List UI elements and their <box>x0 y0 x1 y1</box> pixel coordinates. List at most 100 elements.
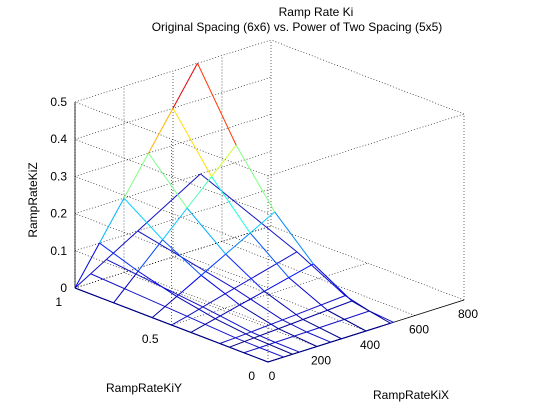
z-tick-label: 0.4 <box>50 132 67 146</box>
z-axis-label: RampRateKiZ <box>26 162 40 237</box>
mesh-edge <box>249 232 290 278</box>
mesh-edge <box>200 253 227 276</box>
mesh-edge <box>259 341 276 349</box>
mesh-edge <box>235 144 276 213</box>
mesh-edge <box>288 263 314 279</box>
mesh-edge <box>200 173 298 253</box>
mesh-edge <box>186 207 227 255</box>
z-grid-back <box>74 39 272 103</box>
z-tick-label: 0 <box>60 281 67 295</box>
mesh-edge <box>74 242 100 289</box>
mesh-edge <box>123 197 163 241</box>
mesh-edge <box>219 337 236 344</box>
mesh-edge <box>74 273 92 289</box>
mesh-edge <box>235 337 260 349</box>
x-grid-floor <box>270 225 465 301</box>
chart-title: Ramp Rate Ki <box>279 5 354 19</box>
mesh-edge <box>225 232 251 255</box>
axes-grid <box>74 39 465 363</box>
mesh-edge <box>233 251 298 289</box>
mesh-edge <box>253 337 293 355</box>
mesh-edge <box>327 300 353 311</box>
mesh-edge <box>312 263 353 302</box>
mesh-edge <box>288 277 328 311</box>
z-tick-label: 0.2 <box>50 207 67 221</box>
mesh-edge <box>151 296 178 318</box>
mesh-edge <box>302 309 328 320</box>
mesh-edge <box>190 331 230 348</box>
x-tick-label: 200 <box>311 354 331 368</box>
mesh-edge <box>99 197 125 244</box>
mesh-edge <box>197 63 237 146</box>
mesh-edge <box>327 309 367 332</box>
mesh-edge <box>264 277 290 292</box>
mesh-edge <box>302 319 342 340</box>
x-axis-label: RampRateKiX <box>373 388 449 402</box>
mesh-plot <box>74 63 394 363</box>
x-tick-label: 400 <box>360 338 380 352</box>
x-tick-label: 0 <box>269 369 276 383</box>
y-tick-label: 0 <box>248 369 255 383</box>
mesh-edge <box>250 319 283 333</box>
mesh-edge <box>215 304 241 320</box>
mesh-edge <box>229 346 269 363</box>
mesh-edge <box>264 290 304 320</box>
mesh-edge <box>316 338 342 347</box>
mesh-edge <box>106 259 204 308</box>
mesh-edge <box>225 253 265 292</box>
mesh-edge <box>137 230 235 289</box>
box-edge <box>267 113 465 177</box>
mesh-edge <box>306 331 331 343</box>
mesh-edge <box>239 290 265 306</box>
mesh-edge <box>249 211 276 234</box>
mesh-edge <box>211 144 237 177</box>
mesh-edge <box>171 315 188 326</box>
z-tick-label: 0.1 <box>50 244 67 258</box>
mesh-edge <box>176 274 202 297</box>
mesh-edge <box>282 319 307 333</box>
mesh-edge <box>235 331 252 339</box>
mesh-edge <box>211 176 251 234</box>
z-grid-back <box>74 188 272 252</box>
mesh-edge <box>351 300 391 324</box>
box-edge <box>270 39 465 115</box>
mesh-edge <box>162 207 188 240</box>
mesh-edge <box>137 270 177 297</box>
mesh-edge <box>202 287 235 308</box>
mesh-edge <box>229 337 255 348</box>
mesh-edge <box>202 306 252 333</box>
mesh-edge <box>259 347 284 358</box>
mesh-edge <box>74 287 114 304</box>
mesh-edge <box>306 310 370 333</box>
mesh-edge <box>137 239 163 272</box>
box-edge <box>74 225 272 289</box>
mesh-edge <box>137 173 201 232</box>
y-tick-label: 1 <box>55 295 62 309</box>
mesh-edge <box>172 107 213 177</box>
mesh-edge <box>162 239 202 276</box>
z-grid-back <box>74 151 272 214</box>
z-tick-label: 0.3 <box>50 169 67 183</box>
mesh-edge <box>278 328 318 347</box>
mesh-edge <box>148 152 188 209</box>
mesh-edge <box>267 353 293 363</box>
mesh-edge <box>274 211 314 265</box>
mesh-edge <box>186 306 204 317</box>
y-tick-label: 0.5 <box>142 332 159 346</box>
mesh-edge <box>365 322 391 332</box>
mesh-edge <box>215 318 255 339</box>
mesh-edge <box>113 302 153 319</box>
mesh-edge <box>176 296 216 320</box>
mesh-edge <box>341 330 367 340</box>
mesh-edge <box>152 317 191 333</box>
mesh-edge <box>278 319 304 330</box>
mesh-edge <box>282 295 346 321</box>
mesh-edge <box>99 242 139 272</box>
mesh-edge <box>239 304 279 330</box>
chart-subtitle: Original Spacing (6x6) vs. Power of Two … <box>152 20 443 34</box>
mesh-edge <box>253 328 279 339</box>
mesh-edge <box>148 107 174 154</box>
mesh-edge <box>243 347 260 354</box>
